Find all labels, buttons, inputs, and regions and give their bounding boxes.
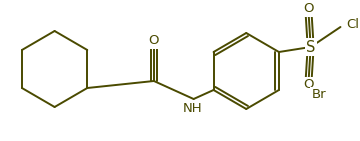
Text: Br: Br xyxy=(311,89,326,102)
Text: O: O xyxy=(149,35,159,48)
Text: O: O xyxy=(303,79,314,92)
Text: NH: NH xyxy=(183,103,202,115)
Text: S: S xyxy=(306,39,315,55)
Text: Cl: Cl xyxy=(346,17,359,30)
Text: O: O xyxy=(303,3,314,16)
